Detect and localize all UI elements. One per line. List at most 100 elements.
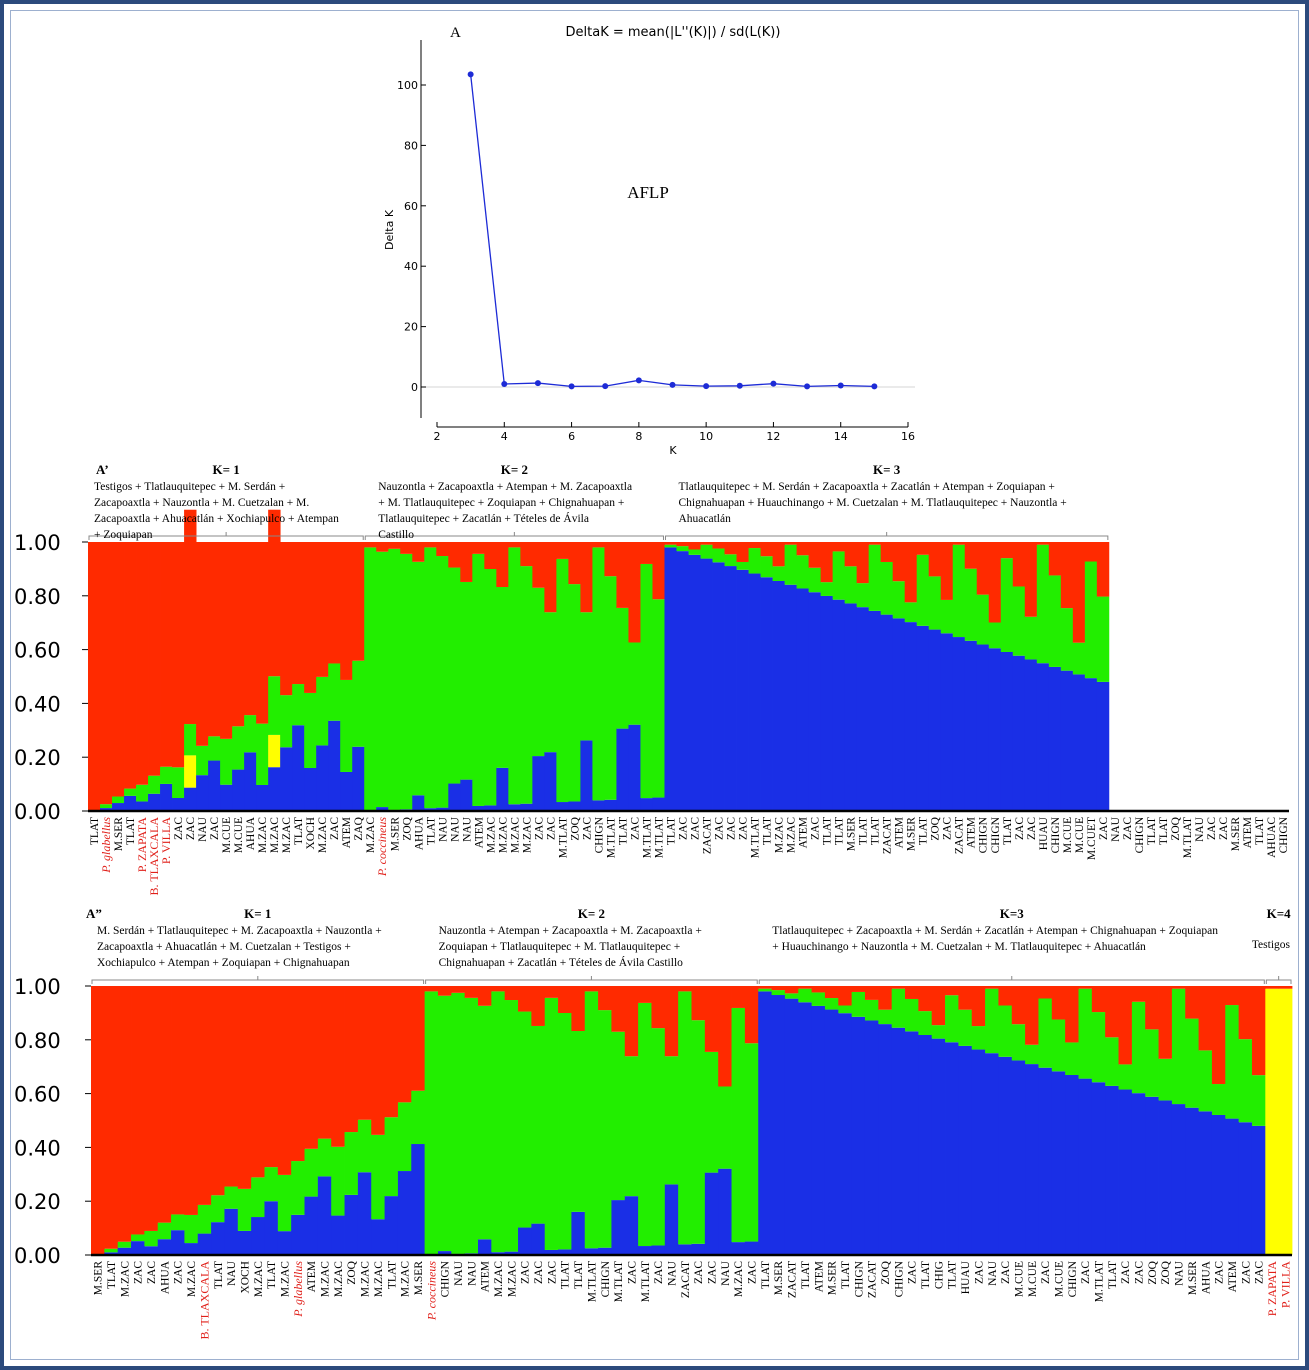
bar-segment-r — [437, 986, 452, 996]
deltak-point — [467, 71, 474, 78]
category-label: M.ZAC — [186, 1261, 198, 1297]
group-label: K= 1 — [212, 462, 239, 477]
bar-segment-r — [1038, 986, 1053, 999]
deltak-point — [703, 383, 710, 390]
category-label: M.CUE — [1013, 1261, 1025, 1297]
category-label: M.CUET — [1086, 817, 1098, 860]
bar-segment-b — [1051, 1071, 1066, 1255]
bar-segment-b — [1011, 1060, 1026, 1255]
category-label: M.TLAT — [613, 1261, 625, 1302]
category-label: P. ZAPATA — [135, 817, 149, 873]
category-label: M.SER — [773, 1261, 785, 1296]
bar-segment-r — [638, 986, 652, 1003]
group-description-line: Zacapoaxtla + Ahuacatlán + Xochiapulco +… — [94, 513, 339, 525]
bar-segment-r — [400, 542, 413, 554]
bar-segment-b — [784, 998, 799, 1255]
category-label: ZAC — [546, 1261, 558, 1284]
bar-segment-b — [316, 745, 329, 811]
bar-segment-r — [412, 542, 425, 562]
group-description-line: Chignahuapan + Zacatlán + Tételes de Ávi… — [439, 955, 684, 969]
bar-segment-g — [1171, 988, 1186, 1105]
category-label: M.SER — [113, 817, 125, 852]
bar-segment-g — [1051, 1019, 1066, 1072]
category-label: TLAT — [1146, 817, 1158, 845]
bar-segment-g — [688, 549, 701, 555]
bar-segment-r — [277, 986, 292, 1175]
bar-segment-b — [760, 577, 773, 811]
bar-segment-b — [771, 995, 786, 1255]
bar-segment-r — [1198, 986, 1213, 1051]
bar-segment-b — [1038, 1067, 1053, 1255]
category-label: ZAC — [626, 1261, 638, 1284]
bar-segment-b — [268, 767, 281, 811]
bar-segment-b — [971, 1049, 986, 1255]
bar-segment-b — [1225, 1118, 1240, 1255]
bar-segment-b — [558, 1249, 572, 1255]
bar-segment-r — [291, 986, 305, 1162]
category-label: ZACAT — [882, 817, 894, 854]
bar-segment-r — [1251, 986, 1266, 1076]
bar-segment-r — [104, 986, 119, 1249]
category-label: ZACAT — [702, 817, 714, 854]
category-label: M.ZAC — [733, 1261, 745, 1297]
bar-segment-b — [1238, 1122, 1253, 1255]
bar-segment-r — [292, 542, 305, 685]
bar-segment-b — [544, 1249, 559, 1255]
category-label: M.SER — [413, 1261, 425, 1296]
category-label: TLAT — [386, 1261, 398, 1289]
group-description-line: Nauzontla + Zacapoaxtla + Atempan + M. Z… — [378, 481, 632, 493]
bar-segment-r — [1225, 986, 1240, 1006]
category-label: M.ZAC — [269, 817, 281, 853]
category-label: M.ZAC — [506, 1261, 518, 1297]
bar-segment-r — [971, 986, 986, 1027]
bar-segment-r — [652, 542, 665, 600]
bar-segment-g — [584, 991, 599, 1249]
bar-segment-r — [264, 986, 279, 1168]
bar-segment-r — [772, 542, 785, 567]
category-label: CHIGN — [978, 816, 990, 853]
category-label: ZAC — [629, 817, 641, 840]
category-label: TLAT — [1254, 817, 1266, 845]
bar-segment-b — [1198, 1111, 1213, 1255]
bar-segment-g — [448, 567, 461, 784]
bar-segment-g — [1072, 642, 1086, 675]
category-label: ZAC — [1014, 817, 1026, 840]
deltak-plot: A DeltaK = mean(|L''(K)|) / sd(L(K)) AFL… — [383, 25, 915, 457]
bar-segment-b — [1060, 670, 1074, 811]
bar-segment-r — [91, 986, 105, 1255]
category-label: TLAT — [870, 817, 882, 845]
bar-segment-g — [237, 1188, 252, 1231]
bar-segment-b — [352, 746, 365, 811]
bar-segment-b — [1078, 1078, 1093, 1255]
bar-segment-r — [508, 542, 521, 548]
bar-segment-b — [277, 1231, 292, 1255]
category-label: M.CUE — [221, 817, 233, 853]
group-description-line: + Zoquiapan — [94, 529, 153, 541]
bar-segment-g — [232, 726, 245, 770]
bar-segment-r — [808, 542, 822, 568]
bar-segment-b — [832, 599, 846, 811]
category-label: TLAT — [947, 1261, 959, 1289]
bar-segment-r — [544, 542, 557, 613]
bar-segment-b — [1171, 1104, 1186, 1255]
bar-segment-g — [292, 684, 305, 726]
bar-segment-r — [918, 986, 933, 1012]
bar-segment-r — [592, 542, 605, 548]
bar-segment-r — [1185, 986, 1199, 1019]
bar-segment-r — [958, 986, 973, 1010]
bar-segment-b — [531, 1223, 546, 1255]
bar-segment-g — [638, 1002, 652, 1247]
bar-segment-g — [437, 995, 452, 1252]
category-label: ZAC — [581, 817, 593, 840]
y-tick-label: 0.20 — [14, 746, 61, 770]
bar-segment-g — [424, 547, 437, 809]
bar-segment-r — [352, 542, 365, 661]
bar-segment-b — [652, 797, 665, 811]
bar-segment-r — [376, 542, 389, 552]
bar-segment-g — [1000, 558, 1014, 652]
category-label: M.ZAC — [360, 1261, 372, 1297]
bar-segment-r — [112, 542, 125, 797]
bar-segment-r — [532, 542, 545, 588]
bar-segment-b — [171, 1230, 185, 1255]
bar-segment-b — [157, 1239, 172, 1255]
